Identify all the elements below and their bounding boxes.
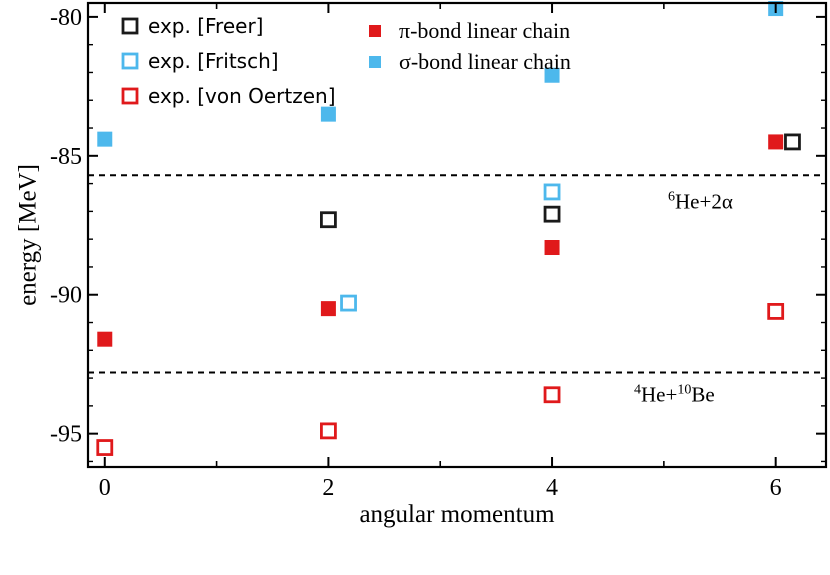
legend-item: exp. [Freer] <box>121 14 263 38</box>
data-point <box>97 131 113 147</box>
y-tick-label: -80 <box>50 5 82 31</box>
data-point <box>320 301 336 317</box>
legend-marker <box>121 17 139 35</box>
legend-marker <box>369 25 381 37</box>
data-point <box>96 439 114 456</box>
y-tick-label: -90 <box>50 283 82 309</box>
legend-label: exp. [Freer] <box>148 14 263 38</box>
legend-label: exp. [Fritsch] <box>148 49 279 73</box>
y-axis-ticks: -80 -85 -90 -95 <box>50 5 826 463</box>
legend-item: exp. [Fritsch] <box>121 49 279 73</box>
data-point <box>543 205 561 223</box>
legend-label: σ-bond linear chain <box>399 49 571 74</box>
x-tick-label: 6 <box>770 475 782 501</box>
threshold-label: 6He+2α <box>668 189 733 213</box>
plot-frame <box>86 1 828 469</box>
threshold-label: 4He+10Be <box>634 383 715 407</box>
data-point <box>543 183 561 201</box>
data-point <box>544 67 560 83</box>
legend-marker <box>369 56 381 68</box>
legend-item: π-bond linear chain <box>369 18 570 43</box>
threshold-lines: 6He+2α 4He+10Be <box>88 174 826 407</box>
legend-label: π-bond linear chain <box>399 18 570 43</box>
y-axis-label: energy [MeV] <box>15 164 42 306</box>
data-markers <box>96 1 801 456</box>
legend-item: exp. [von Oertzen] <box>121 84 336 108</box>
x-axis-label: angular momentum <box>359 501 555 528</box>
x-tick-label: 0 <box>99 475 111 501</box>
data-point <box>767 303 785 320</box>
data-point <box>97 331 113 347</box>
data-point <box>768 134 784 150</box>
legend-item: σ-bond linear chain <box>369 49 571 74</box>
data-point <box>320 422 337 440</box>
data-point <box>543 386 561 404</box>
legend-label: exp. [von Oertzen] <box>148 84 336 108</box>
legend-marker <box>121 52 139 70</box>
legend: exp. [Freer] exp. [Fritsch] exp. [von Oert… <box>121 14 571 108</box>
y-tick-label: -95 <box>50 422 82 448</box>
y-tick-label: -85 <box>50 144 82 170</box>
legend-marker <box>121 87 139 105</box>
data-point <box>340 294 357 312</box>
data-point <box>784 133 801 151</box>
data-point <box>320 211 337 229</box>
x-axis-ticks: 0 2 4 6 <box>99 3 782 501</box>
data-point <box>544 240 560 256</box>
x-tick-label: 2 <box>322 475 334 501</box>
x-tick-label: 4 <box>546 475 558 501</box>
data-point <box>320 106 336 122</box>
